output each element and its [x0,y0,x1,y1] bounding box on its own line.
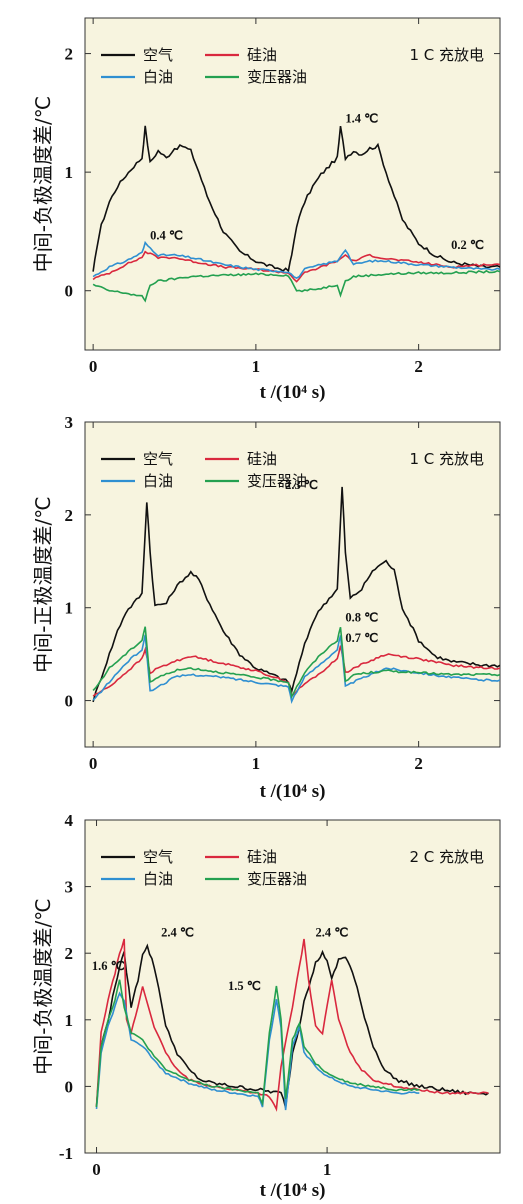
y-tick-label: 2 [65,45,74,64]
x-axis-label: t /(10⁴ s) [260,382,326,403]
y-axis-label: 中间-负极温度差/℃ [31,96,55,272]
x-tick-label: 1 [252,754,261,773]
x-tick-label: 1 [323,1160,332,1179]
condition-label: 2 C 充放电 [409,848,484,866]
peak-annotation: 0.8 ℃ [345,611,378,625]
y-tick-label: -1 [59,1144,73,1163]
legend-label: 空气 [143,848,173,866]
plot-area [84,421,501,748]
peak-annotation: 0.4 ℃ [150,229,183,243]
peak-annotation: 1.6 ℃ [92,959,125,973]
x-tick-label: 2 [414,754,423,773]
y-tick-label: 1 [65,599,74,618]
x-tick-label: 2 [414,357,423,376]
y-tick-label: 1 [65,1011,74,1030]
x-axis-label: t /(10⁴ s) [260,1180,326,1201]
legend-label: 变压器油 [247,870,307,888]
y-tick-label: 3 [65,878,74,897]
y-axis-label: 中间-正极温度差/℃ [31,496,55,672]
series-line [92,125,500,273]
legend-label: 硅油 [247,450,277,468]
peak-annotation: 0.2 ℃ [451,238,484,252]
legend-label: 硅油 [247,46,277,64]
x-tick-label: 0 [89,754,98,773]
legend-label: 变压器油 [247,472,307,490]
legend-label: 变压器油 [247,68,307,86]
y-tick-label: 0 [65,1077,74,1096]
y-tick-label: 0 [65,692,74,711]
plot-area [84,819,501,1154]
y-tick-label: 2 [65,944,74,963]
peak-annotation: 2.4 ℃ [161,926,194,940]
series-line [92,634,500,705]
condition-label: 1 C 充放电 [409,46,484,64]
legend-label: 空气 [143,46,173,64]
peak-annotation: 2.3 ℃ [285,478,318,492]
series-line [95,938,489,1112]
x-axis-label: t /(10⁴ s) [260,781,326,802]
peak-annotation: 1.4 ℃ [345,111,378,125]
y-tick-label: 3 [65,413,74,432]
y-tick-label: 4 [65,811,74,830]
peak-annotation: 1.5 ℃ [228,979,261,993]
series-line [92,250,500,283]
series-line [92,626,500,699]
series-line [95,991,420,1111]
peak-annotation: 2.4 ℃ [316,926,349,940]
plot-area [84,17,501,351]
y-tick-label: 0 [65,282,74,301]
legend-label: 空气 [143,450,173,468]
y-tick-label: 1 [65,163,74,182]
series-line [95,979,420,1108]
peak-annotation: 0.7 ℃ [345,631,378,645]
y-tick-label: 2 [65,506,74,525]
x-tick-label: 0 [89,357,98,376]
y-axis-label: 中间-负极温度差/℃ [31,898,55,1074]
series-line [92,486,500,703]
legend-label: 白油 [143,472,173,490]
legend-label: 白油 [143,870,173,888]
series-line [92,240,500,280]
condition-label: 1 C 充放电 [409,450,484,468]
x-tick-label: 1 [252,357,261,376]
legend-label: 硅油 [247,848,277,866]
series-line [92,269,500,303]
legend-label: 白油 [143,68,173,86]
x-tick-label: 0 [92,1160,101,1179]
